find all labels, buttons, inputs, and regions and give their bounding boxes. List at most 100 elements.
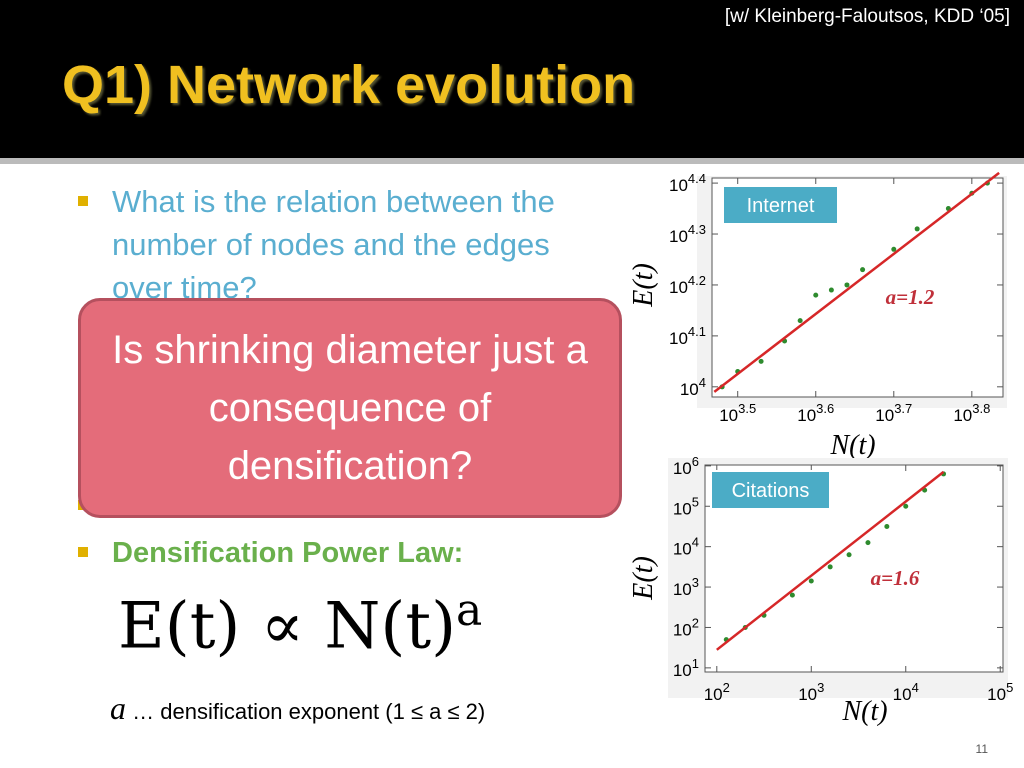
- tick-base: 10: [704, 685, 723, 704]
- chart-label: Internet: [747, 195, 815, 217]
- tick-base: 10: [669, 176, 688, 195]
- data-point: [758, 358, 764, 364]
- tick-base: 10: [673, 459, 692, 478]
- tick-label: 101: [673, 656, 699, 680]
- tick-exponent: 4: [692, 535, 699, 550]
- tick-label: 103: [798, 680, 824, 704]
- bullet-marker: [78, 547, 88, 557]
- tick-label: 102: [704, 680, 730, 704]
- header-bar: [0, 0, 1024, 164]
- page-number: 11: [975, 742, 988, 756]
- tick-exponent: 2: [723, 680, 730, 695]
- tick-label: 105: [673, 494, 699, 518]
- x-axis-label: N(t): [841, 696, 887, 727]
- fit-line: [716, 470, 945, 651]
- tick-exponent: 4.3: [688, 222, 706, 237]
- tick-label: 103.7: [875, 401, 912, 425]
- footnote: a … densification exponent (1 ≤ a ≤ 2): [110, 690, 485, 727]
- tick-exponent: 4: [912, 680, 919, 695]
- tick-label: 103.8: [953, 401, 990, 425]
- footnote-text: … densification exponent (1 ≤ a ≤ 2): [132, 699, 486, 724]
- data-point: [827, 564, 833, 570]
- tick-base: 10: [893, 685, 912, 704]
- tick-label: 104: [673, 535, 699, 559]
- chart-label: Citations: [732, 480, 810, 502]
- tick-exponent: 4: [699, 375, 706, 390]
- tick-exponent: 4.1: [688, 324, 706, 339]
- tick-exponent: 3.8: [972, 401, 990, 416]
- tick-base: 10: [669, 329, 688, 348]
- tick-exponent: 3.6: [816, 401, 834, 416]
- tick-label: 104.4: [669, 171, 706, 195]
- tick-label: 104.3: [669, 222, 706, 246]
- tick-base: 10: [798, 685, 817, 704]
- x-axis-label: N(t): [829, 430, 875, 461]
- tick-base: 10: [987, 685, 1006, 704]
- tick-label: 106: [673, 454, 699, 478]
- tick-base: 10: [875, 406, 894, 425]
- tick-exponent: 1: [692, 656, 699, 671]
- attribution: [w/ Kleinberg-Faloutsos, KDD ‘05]: [724, 6, 1010, 27]
- tick-base: 10: [719, 406, 738, 425]
- tick-label: 103: [673, 575, 699, 599]
- tick-exponent: 5: [1006, 680, 1013, 695]
- formula-exponent: a: [456, 585, 483, 636]
- tick-label: 102: [673, 615, 699, 639]
- bullet-text: What is the relation between the number …: [112, 184, 555, 305]
- bullet-text: Densification Power Law:: [112, 537, 464, 569]
- tick-exponent: 3.5: [738, 401, 756, 416]
- slide-title: Q1) Network evolution: [62, 55, 636, 115]
- tick-exponent: 2: [692, 615, 699, 630]
- data-point: [914, 226, 920, 232]
- tick-exponent: 3: [692, 575, 699, 590]
- tick-base: 10: [680, 380, 699, 399]
- y-axis-label: E(t): [628, 263, 659, 308]
- data-point: [808, 578, 814, 584]
- tick-base: 10: [673, 661, 692, 680]
- label-box: [722, 185, 839, 225]
- tick-label: 104: [893, 680, 919, 704]
- tick-base: 10: [669, 227, 688, 246]
- data-point: [797, 318, 803, 324]
- tick-label: 105: [987, 680, 1013, 704]
- tick-base: 10: [797, 406, 816, 425]
- tick-exponent: 4.2: [688, 273, 706, 288]
- tick-exponent: 4.4: [688, 171, 706, 186]
- annotation: a=1.2: [886, 285, 935, 309]
- tick-base: 10: [673, 499, 692, 518]
- tick-base: 10: [673, 540, 692, 559]
- data-point: [865, 540, 871, 546]
- data-point: [844, 282, 850, 288]
- data-point: [813, 292, 819, 298]
- formula: E(t) ∝ N(t)a: [118, 585, 482, 663]
- tick-label: 104: [680, 375, 706, 399]
- data-point: [884, 523, 890, 529]
- data-point: [860, 267, 866, 273]
- label-box: [710, 470, 831, 510]
- footnote-symbol: a: [110, 690, 126, 726]
- annotation: a=1.6: [871, 566, 920, 590]
- tick-base: 10: [673, 580, 692, 599]
- tick-label: 104.2: [669, 273, 706, 297]
- tick-exponent: 3: [817, 680, 824, 695]
- tick-label: 104.1: [669, 324, 706, 348]
- tick-base: 10: [673, 620, 692, 639]
- tick-exponent: 5: [692, 494, 699, 509]
- popup: Is shrinking diameter just a consequence…: [78, 298, 622, 518]
- tick-base: 10: [953, 406, 972, 425]
- bullet-marker: [78, 196, 88, 206]
- data-point: [789, 592, 795, 598]
- data-point: [846, 552, 852, 558]
- fit-line: [713, 171, 1000, 393]
- tick-label: 103.6: [797, 401, 834, 425]
- y-axis-label: E(t): [628, 556, 659, 601]
- tick-label: 103.5: [719, 401, 756, 425]
- data-point: [891, 246, 897, 252]
- tick-exponent: 6: [692, 454, 699, 469]
- tick-exponent: 3.7: [894, 401, 912, 416]
- formula-base: E(t) ∝ N(t): [118, 589, 457, 664]
- data-point: [903, 503, 909, 509]
- tick-base: 10: [669, 278, 688, 297]
